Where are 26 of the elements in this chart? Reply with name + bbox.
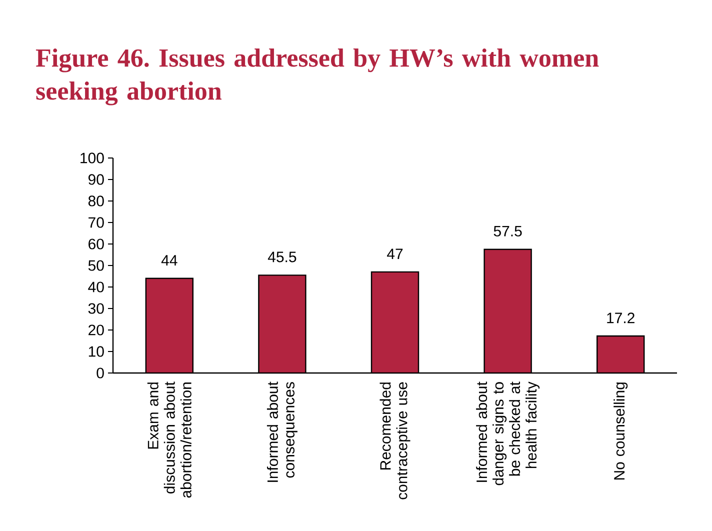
y-tick-label: 60 xyxy=(88,238,104,250)
chart-title: Figure 46. Issues addressed by HW’s with women seeking abortion xyxy=(36,48,599,106)
y-tick-label: 20 xyxy=(88,324,104,336)
data-label: 17.2 xyxy=(607,312,634,324)
y-tick-label: 90 xyxy=(88,174,104,185)
data-label: 57.5 xyxy=(494,226,522,236)
y-tick-label: 40 xyxy=(88,282,104,292)
data-label: 44 xyxy=(161,255,178,266)
x-tick-label: Informed about danger signs to be checked at health facility xyxy=(476,382,540,486)
bar xyxy=(596,335,645,373)
y-tick-label: 0 xyxy=(96,368,104,378)
y-tick-label: 50 xyxy=(88,260,104,271)
bar xyxy=(372,272,418,373)
y-tick-label: 100 xyxy=(80,152,104,164)
y-tick-label: 70 xyxy=(88,217,104,228)
data-label: 45.5 xyxy=(268,252,296,262)
y-tick-label: 10 xyxy=(88,346,104,357)
y-tick-label: 30 xyxy=(88,303,104,314)
data-label: 47 xyxy=(387,248,403,260)
bar xyxy=(258,275,306,373)
x-tick-label: No counselling xyxy=(614,382,628,480)
bar xyxy=(484,249,532,373)
x-tick-label: Exam and discussion about abortion/retention xyxy=(147,382,192,498)
bar xyxy=(146,278,193,373)
y-tick-label: 80 xyxy=(88,196,104,206)
x-tick-label: Recomended contraceptive use xyxy=(380,382,410,500)
